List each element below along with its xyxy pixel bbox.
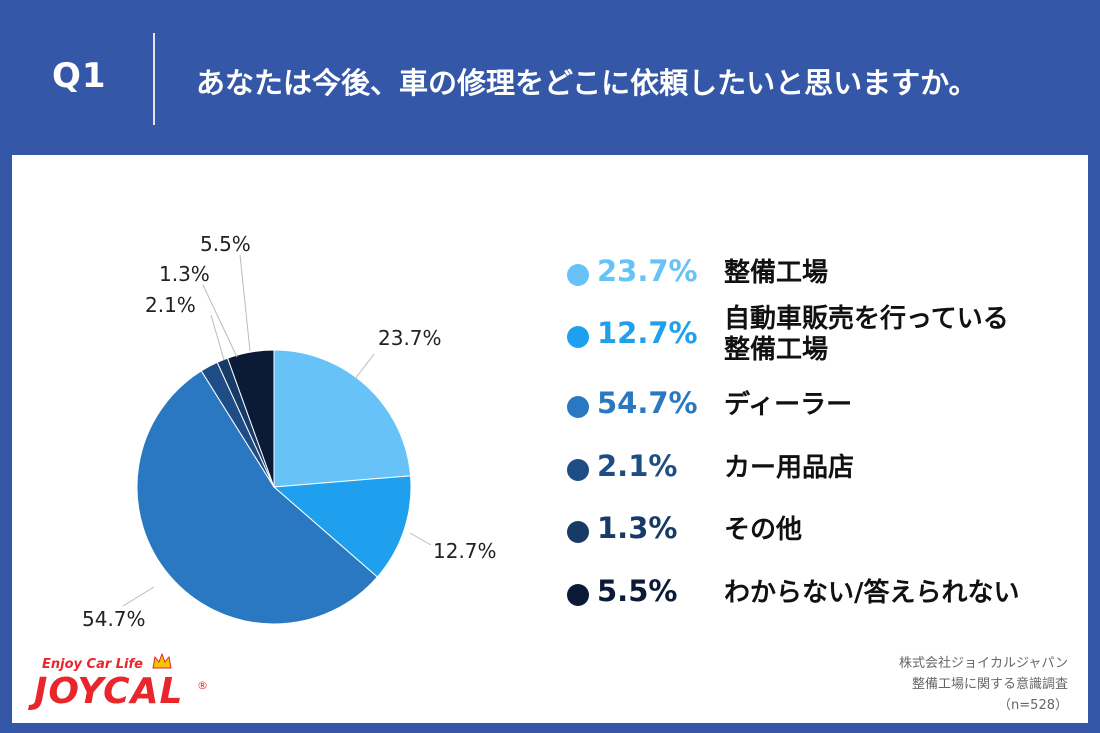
legend-dot <box>567 521 589 543</box>
legend-item-1: 23.7% 整備工場 <box>567 252 1077 312</box>
header: Q1 あなたは今後、車の修理をどこに依頼したいと思いますか。 <box>0 0 1100 155</box>
legend-dot <box>567 396 589 418</box>
leader-line-6 <box>239 254 251 352</box>
pie-slice-6 <box>226 349 275 488</box>
slice-label-3: 54.7% <box>82 607 146 631</box>
logo-wordmark: JOYCAL <box>34 671 184 712</box>
slice-label-2: 12.7% <box>433 539 497 563</box>
slice-label-5: 1.3% <box>159 262 210 286</box>
chart-panel: 23.7% 12.7% 54.7% 2.1% 1.3% 5.5% 23.7% 整備工場 1… <box>12 155 1088 723</box>
logo-tagline: Enjoy Car Life <box>42 657 143 672</box>
legend-pct: 1.3% <box>597 511 678 545</box>
pie-slice-3 <box>136 370 379 625</box>
leader-line-3 <box>122 586 155 607</box>
leader-line-1 <box>354 353 375 380</box>
credit-sample: （n=528） <box>998 698 1068 713</box>
legend-dot <box>567 459 589 481</box>
pie-slice-2 <box>272 475 412 578</box>
legend-label: わからない/答えられない <box>724 578 1020 608</box>
legend-pct: 54.7% <box>597 386 698 420</box>
legend-label: 整備工場 <box>724 258 829 288</box>
legend-item-2: 12.7% 自動車販売を行っている整備工場 <box>567 304 1077 370</box>
logo-registered: ® <box>197 679 208 692</box>
legend-item-5: 1.3% その他 <box>567 509 1077 569</box>
legend-pct: 5.5% <box>597 574 678 608</box>
credit-company: 株式会社ジョイカルジャパン <box>898 656 1068 671</box>
legend-pct: 12.7% <box>597 316 698 350</box>
legend-item-6: 5.5% わからない/答えられない <box>567 572 1077 632</box>
slice-label-1: 23.7% <box>378 326 442 350</box>
legend-label: カー用品店 <box>724 453 855 483</box>
legend-dot <box>567 584 589 606</box>
slice-label-6: 5.5% <box>200 232 251 256</box>
question-number: Q1 <box>52 56 107 96</box>
question-title: あなたは今後、車の修理をどこに依頼したいと思いますか。 <box>196 66 978 100</box>
credit-survey: 整備工場に関する意識調査 <box>911 677 1068 692</box>
leader-line-5 <box>202 284 238 358</box>
pie-slice-1 <box>273 349 412 488</box>
pie-chart: 23.7% 12.7% 54.7% 2.1% 1.3% 5.5% <box>82 232 497 631</box>
legend-dot <box>567 326 589 348</box>
slice-label-4: 2.1% <box>145 293 196 317</box>
legend-label: ディーラー <box>724 390 853 420</box>
leader-line-2 <box>409 532 432 546</box>
legend-item-3: 54.7% ディーラー <box>567 384 1077 444</box>
crown-icon <box>152 653 172 669</box>
header-divider <box>153 33 155 125</box>
legend-dot <box>567 264 589 286</box>
legend-pct: 23.7% <box>597 254 698 288</box>
legend-label: その他 <box>724 515 803 545</box>
leader-line-4 <box>210 314 225 361</box>
joycal-logo: Enjoy Car Life JOYCAL ® <box>24 653 224 719</box>
legend-item-4: 2.1% カー用品店 <box>567 447 1077 507</box>
legend-pct: 2.1% <box>597 449 678 483</box>
legend-label: 自動車販売を行っている整備工場 <box>724 304 1009 365</box>
